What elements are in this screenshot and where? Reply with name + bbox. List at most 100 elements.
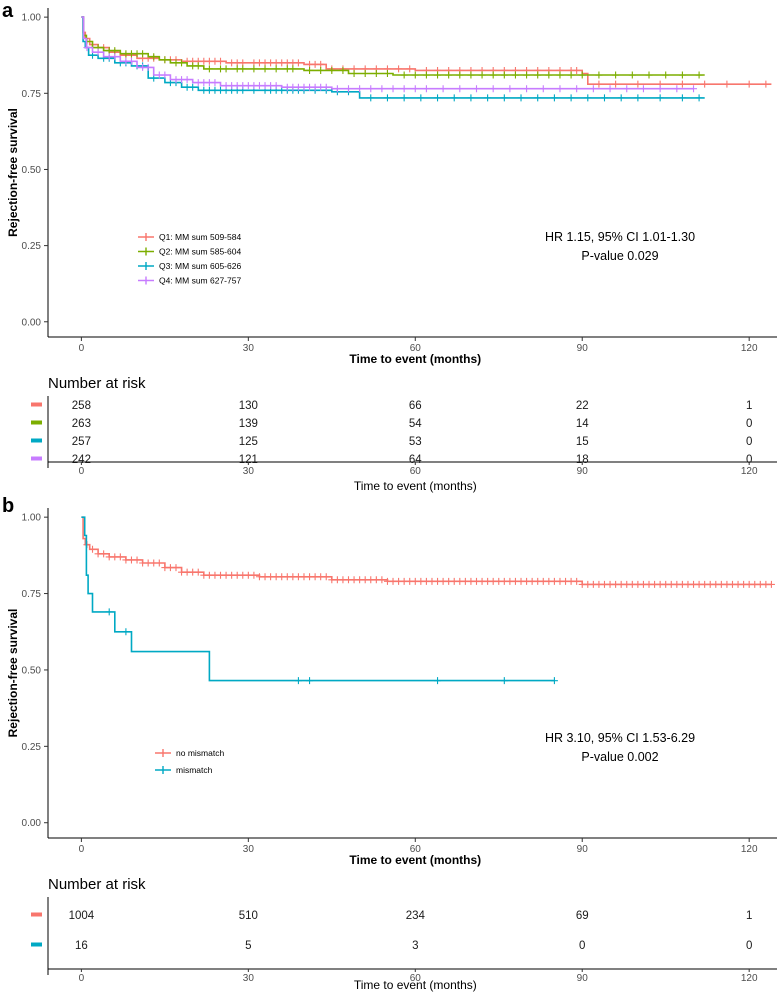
censor-mark (612, 80, 620, 88)
panel-a: a 0.00 0.25 0.50 0.75 1.00 0 30 60 90 120 Rejection… (2, 0, 777, 493)
censor-mark (111, 47, 119, 55)
risk-count: 234 (406, 910, 426, 922)
censor-mark (339, 66, 347, 74)
x-tick-label: 60 (410, 844, 422, 855)
censor-mark (567, 94, 575, 102)
censor-mark (367, 85, 375, 93)
x-tick-label: 0 (79, 343, 85, 354)
risk-count: 125 (239, 436, 258, 448)
censor-mark (606, 85, 614, 93)
risk-count: 64 (409, 454, 422, 466)
risk-count: 1004 (69, 910, 95, 922)
risk-count: 66 (409, 400, 422, 412)
risk-x-tick-label: 0 (79, 466, 85, 477)
censor-mark (356, 85, 364, 93)
risk-count: 257 (72, 436, 91, 448)
y-tick-label: 0.75 (22, 589, 42, 600)
censor-mark (189, 83, 197, 91)
legend-label-3: Q3: MM sum 605-626 (159, 261, 241, 271)
risk-count: 54 (409, 418, 422, 430)
censor-mark (250, 571, 258, 579)
legend-label-2: Q2: MM sum 585-604 (159, 247, 241, 257)
censor-mark (639, 85, 647, 93)
risk-count: 139 (239, 418, 258, 430)
legend-key-2 (138, 247, 154, 256)
x-tick-label: 0 (79, 844, 85, 855)
censor-mark (367, 94, 375, 102)
censor-mark (272, 82, 280, 90)
censor-mark (539, 85, 547, 93)
censor-mark (133, 556, 141, 564)
censor-mark (289, 65, 297, 73)
risk-count: 22 (576, 400, 589, 412)
censor-mark (378, 576, 386, 584)
censor-mark (422, 71, 430, 79)
censor-mark (317, 66, 325, 74)
risk-table-title: Number at risk (48, 876, 146, 893)
censor-mark (306, 677, 314, 685)
risk-count: 0 (746, 418, 752, 430)
censor-mark (83, 44, 91, 52)
censor-mark (762, 80, 770, 88)
censor-mark (534, 71, 542, 79)
censor-mark (662, 71, 670, 79)
risk-row-color-key (31, 912, 42, 917)
p-value-annotation: P-value 0.029 (581, 249, 658, 263)
censor-mark (456, 71, 464, 79)
censor-mark (333, 85, 341, 93)
censor-mark (155, 559, 163, 567)
risk-x-tick-label: 30 (243, 973, 255, 984)
legend-label-2: mismatch (176, 765, 213, 775)
risk-table-x-title: Time to event (months) (354, 479, 477, 493)
censor-mark (322, 573, 330, 581)
y-tick-label: 0.00 (22, 818, 42, 829)
x-tick-label: 90 (577, 844, 589, 855)
censor-mark (417, 94, 425, 102)
censor-mark (634, 80, 642, 88)
censor-mark (411, 71, 419, 79)
censor-mark (161, 56, 169, 64)
risk-count: 0 (746, 436, 752, 448)
censor-mark (467, 71, 475, 79)
censor-mark (178, 59, 186, 67)
censor-mark (511, 71, 519, 79)
censor-mark (378, 85, 386, 93)
risk-count: 258 (72, 400, 91, 412)
survival-curve-2 (81, 516, 555, 682)
censor-mark (767, 580, 775, 588)
censor-mark (434, 71, 442, 79)
x-tick-label: 120 (741, 844, 758, 855)
censor-mark (489, 85, 497, 93)
censor-mark (383, 69, 391, 77)
censor-mark (144, 63, 152, 71)
censor-mark (389, 85, 397, 93)
censor-mark (628, 71, 636, 79)
legend-key-1 (155, 749, 171, 757)
censor-mark (194, 62, 202, 70)
survival-curve-4 (81, 16, 694, 90)
censor-mark (472, 85, 480, 93)
censor-mark (523, 85, 531, 93)
censor-mark (116, 553, 124, 561)
censor-mark (550, 677, 558, 685)
risk-count: 1 (746, 910, 752, 922)
legend-key-3 (138, 262, 154, 270)
censor-mark (678, 80, 686, 88)
risk-row-color-key (31, 402, 42, 407)
panel-label: a (2, 0, 14, 22)
censor-mark (517, 94, 525, 102)
censor-mark (434, 94, 442, 102)
censor-mark (217, 57, 225, 65)
censor-mark (500, 677, 508, 685)
censor-mark (445, 71, 453, 79)
censor-mark (89, 545, 97, 553)
risk-count: 3 (412, 940, 418, 952)
censor-mark (523, 71, 531, 79)
censor-mark (400, 71, 408, 79)
legend-label-1: no mismatch (176, 748, 224, 758)
risk-count: 121 (239, 454, 258, 466)
censor-mark (456, 85, 464, 93)
censor-mark (545, 71, 553, 79)
risk-x-tick-label: 0 (79, 973, 85, 984)
y-tick-label: 0.25 (22, 742, 42, 753)
